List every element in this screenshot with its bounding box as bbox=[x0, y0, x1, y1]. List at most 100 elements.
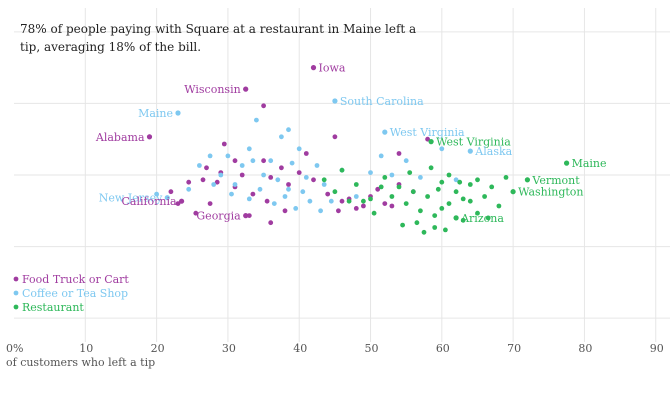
point-food_truck bbox=[332, 134, 338, 140]
point-restaurant bbox=[460, 217, 466, 223]
point-coffee bbox=[254, 117, 259, 123]
point-coffee bbox=[453, 177, 459, 183]
point-restaurant bbox=[321, 177, 327, 183]
label-point bbox=[332, 98, 338, 104]
legend-label: Restaurant bbox=[22, 301, 84, 314]
point-restaurant bbox=[432, 225, 438, 230]
point-food_truck bbox=[353, 206, 359, 211]
point-coffee bbox=[282, 194, 288, 199]
point-food_truck bbox=[279, 165, 284, 171]
x-tick-label: 40 bbox=[293, 342, 307, 355]
legend-item-food_truck: Food Truck or Cart bbox=[13, 273, 129, 286]
x-tick-label: 30 bbox=[222, 342, 236, 355]
point-restaurant bbox=[460, 196, 466, 202]
point-restaurant bbox=[378, 184, 384, 190]
label-point bbox=[453, 215, 459, 221]
label-point bbox=[382, 129, 388, 135]
x-tick-label: 80 bbox=[578, 342, 592, 355]
point-coffee bbox=[246, 196, 252, 202]
point-restaurant bbox=[410, 189, 416, 195]
point-food_truck bbox=[389, 203, 395, 209]
point-restaurant bbox=[339, 167, 345, 173]
point-coffee bbox=[353, 194, 359, 199]
point-food_truck bbox=[261, 103, 266, 109]
state-label: California bbox=[121, 195, 177, 208]
point-food_truck bbox=[232, 158, 238, 164]
point-coffee bbox=[261, 172, 266, 178]
point-food_truck bbox=[264, 198, 270, 204]
point-food_truck bbox=[261, 158, 266, 164]
point-food_truck bbox=[339, 198, 345, 204]
point-coffee bbox=[268, 158, 274, 164]
legend-item-restaurant: Restaurant bbox=[13, 301, 84, 314]
point-coffee bbox=[378, 153, 384, 159]
point-food_truck bbox=[325, 191, 331, 197]
point-coffee bbox=[257, 186, 263, 192]
point-coffee bbox=[286, 127, 291, 133]
point-restaurant bbox=[475, 210, 480, 216]
point-food_truck bbox=[396, 151, 402, 156]
point-restaurant bbox=[443, 227, 448, 233]
point-food_truck bbox=[246, 213, 252, 219]
point-restaurant bbox=[467, 182, 473, 187]
point-restaurant bbox=[446, 201, 452, 207]
point-restaurant bbox=[403, 201, 409, 207]
point-restaurant bbox=[389, 194, 395, 199]
state-label: Arizona bbox=[460, 212, 504, 225]
point-restaurant bbox=[485, 215, 491, 221]
legend-label: Food Truck or Cart bbox=[22, 273, 129, 286]
point-food_truck bbox=[186, 179, 192, 185]
point-coffee bbox=[250, 158, 256, 164]
point-restaurant bbox=[482, 194, 487, 199]
label-point bbox=[524, 177, 531, 183]
state-label: Maine bbox=[138, 107, 173, 120]
point-food_truck bbox=[168, 189, 174, 195]
point-food_truck bbox=[175, 201, 181, 207]
point-coffee bbox=[439, 146, 445, 152]
point-restaurant bbox=[503, 175, 509, 180]
x-tick-label: 20 bbox=[151, 342, 165, 355]
point-coffee bbox=[293, 206, 299, 211]
point-restaurant bbox=[432, 213, 438, 219]
label-point bbox=[564, 160, 570, 166]
legend-dot bbox=[13, 290, 19, 296]
state-label: New Jersey bbox=[99, 192, 163, 205]
point-coffee bbox=[403, 158, 409, 164]
data-points bbox=[147, 65, 569, 235]
label-point bbox=[467, 148, 473, 154]
state-label: Vermont bbox=[531, 174, 580, 187]
point-restaurant bbox=[425, 194, 430, 199]
point-restaurant bbox=[457, 179, 463, 185]
point-coffee bbox=[211, 182, 217, 187]
point-coffee bbox=[368, 170, 373, 176]
point-food_truck bbox=[239, 172, 245, 178]
point-restaurant bbox=[396, 184, 402, 190]
point-food_truck bbox=[214, 179, 220, 185]
point-coffee bbox=[225, 153, 231, 159]
label-point bbox=[310, 65, 317, 71]
label-point bbox=[428, 139, 434, 145]
legend-label: Coffee or Tea Shop bbox=[22, 287, 128, 300]
point-coffee bbox=[286, 186, 291, 192]
state-label: Georgia bbox=[196, 210, 241, 223]
point-coffee bbox=[197, 163, 202, 168]
label-point bbox=[175, 110, 181, 116]
point-restaurant bbox=[435, 186, 441, 192]
point-food_truck bbox=[286, 182, 291, 187]
point-restaurant bbox=[428, 165, 434, 171]
label-point bbox=[146, 134, 153, 140]
point-coffee bbox=[246, 146, 252, 152]
point-restaurant bbox=[418, 208, 423, 214]
point-restaurant bbox=[439, 179, 445, 185]
point-restaurant bbox=[361, 198, 366, 204]
state-label: Maine bbox=[572, 157, 607, 170]
point-food_truck bbox=[207, 201, 213, 207]
point-coffee bbox=[300, 189, 306, 195]
state-label: West Virginia bbox=[390, 126, 465, 139]
point-food_truck bbox=[296, 170, 302, 176]
x-tick-label: 10 bbox=[79, 342, 93, 355]
state-label: West Virginia bbox=[436, 136, 511, 149]
point-coffee bbox=[328, 198, 334, 204]
